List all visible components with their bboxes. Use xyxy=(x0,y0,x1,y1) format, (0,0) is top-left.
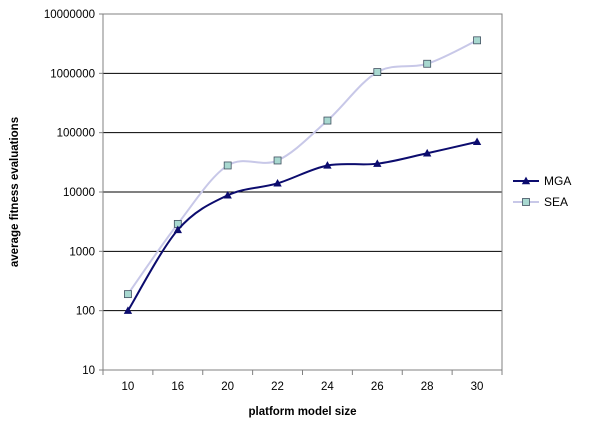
x-tick-label: 26 xyxy=(371,381,384,393)
y-axis-title: average fitness evaluations xyxy=(9,117,21,267)
data-point-mga xyxy=(323,161,332,169)
data-point-mga xyxy=(123,306,133,314)
x-tick-label: 30 xyxy=(471,381,484,393)
data-point-mga xyxy=(472,137,482,146)
data-point-sea xyxy=(273,156,282,165)
data-point-sea xyxy=(423,59,432,68)
x-tick-label: 22 xyxy=(271,381,284,393)
series-lines xyxy=(123,36,482,314)
x-tick-label: 24 xyxy=(321,381,334,393)
x-tick-label: 16 xyxy=(171,381,184,393)
data-point-mga xyxy=(373,159,382,167)
series-sea xyxy=(124,36,481,299)
data-point-mga xyxy=(223,190,232,199)
series-line-mga xyxy=(127,140,478,312)
y-tick-label: 100000 xyxy=(57,128,95,140)
legend-label-mga: MGA xyxy=(544,174,571,188)
data-point-sea xyxy=(223,161,232,170)
data-point-sea xyxy=(124,290,132,299)
y-tick-label: 10000 xyxy=(63,187,95,199)
x-tick-label: 28 xyxy=(421,381,434,393)
legend-marker-sea xyxy=(522,198,530,206)
y-tick-label: 1000000 xyxy=(50,68,95,80)
y-tick-label: 10 xyxy=(82,365,95,377)
data-point-mga xyxy=(273,179,282,187)
legend-item-mga: MGA xyxy=(513,174,571,188)
series-mga xyxy=(123,137,482,314)
gridlines xyxy=(103,72,502,312)
data-point-mga xyxy=(423,148,432,157)
y-tick-label: 10000000 xyxy=(44,9,95,21)
series-line-sea xyxy=(127,39,478,295)
y-axis: 10 100 1000 10000 100000 1000000 10000000 xyxy=(44,9,103,377)
legend-label-sea: SEA xyxy=(544,195,568,209)
legend-item-sea: SEA xyxy=(513,195,568,209)
x-tick-label: 10 xyxy=(122,381,135,393)
data-point-mga xyxy=(173,225,182,234)
x-axis-title: platform model size xyxy=(249,406,357,418)
x-axis: 10 16 20 22 24 26 28 30 xyxy=(102,370,503,393)
data-point-sea xyxy=(373,68,382,76)
legend-marker-mga xyxy=(521,176,531,185)
y-tick-label: 1000 xyxy=(69,246,95,258)
data-point-sea xyxy=(473,36,481,45)
data-point-sea xyxy=(323,116,332,125)
legend: MGA SEA xyxy=(513,174,571,209)
x-tick-label: 20 xyxy=(221,381,234,393)
y-tick-label: 100 xyxy=(76,306,95,318)
